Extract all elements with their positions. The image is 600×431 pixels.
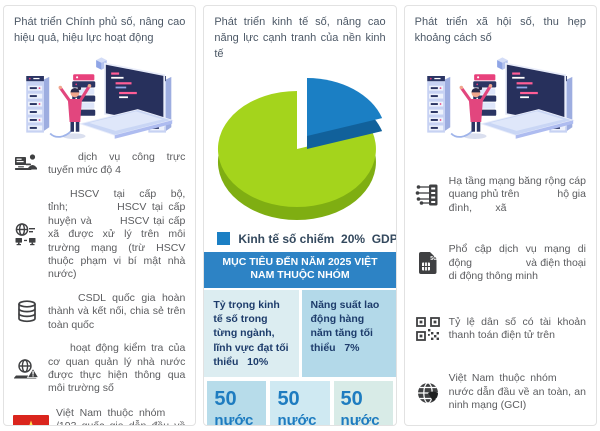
card-title-government: Phát triển Chính phủ số, nâng cao hiệu q…	[14, 16, 186, 44]
card-title-society: Phát triển xã hội số, thu hẹp khoảng các…	[414, 16, 586, 44]
rank-box-gii: 50 nước Dẫn đầu về đổi mới sáng tạo (GII…	[333, 380, 393, 426]
goal-boxes: Tỷ trọng kinh tế số trong từng ngành, lĩ…	[204, 290, 396, 377]
servers-laptop-illustration	[426, 57, 575, 139]
sim-5g-icon: 5G	[414, 250, 442, 276]
globe-network-icon	[13, 222, 41, 248]
pie-legend: Kinh tế số chiếm 20% GDP	[204, 231, 397, 246]
society-item-text: Phổ cập dịch vụ mạng di động và điện tho…	[448, 243, 586, 283]
fiber-optic-icon	[414, 182, 442, 208]
card-digital-government: Phát triển Chính phủ số, nâng cao hiệu q…	[3, 5, 197, 426]
card-digital-society: Phát triển xã hội số, thu hẹp khoảng các…	[403, 5, 597, 426]
laptop	[78, 62, 174, 139]
society-item-broadband: Hạ tầng mạng băng rộng cáp quang phủ trê…	[414, 175, 586, 215]
server-tower-left	[26, 75, 50, 133]
gov-item-text: Việt Nam thuộc nhóm /193 quốc gia dẫn đầ…	[56, 406, 185, 425]
pie-slice-rest-gdp	[217, 90, 376, 207]
database-icon	[13, 299, 41, 325]
vietnam-flag-icon	[13, 415, 49, 425]
person-figure	[49, 83, 92, 139]
rank-unit: nước	[340, 411, 380, 426]
servers-laptop-illustration	[26, 57, 174, 139]
audit-icon	[13, 356, 41, 382]
legend-swatch	[217, 232, 231, 246]
gov-item-text: CSDL quốc gia hoàn thành và kết nối, chi…	[48, 291, 186, 331]
society-item-epayment: Tỷ lệ dân số có tài khoản thanh toán điệ…	[414, 316, 586, 343]
society-item-mobile: 5G Phổ cập dịch vụ mạng di động và điện …	[414, 243, 586, 283]
card-title-economy: Phát triển kinh tế số, nâng cao năng lực…	[214, 16, 386, 60]
gov-item-hscv: HSCV tại cấp bộ, tỉnh; HSCV tại cấp huyệ…	[13, 188, 185, 282]
gov-item-online-services: dịch vụ công trực tuyến mức độ 4	[13, 151, 185, 178]
goal-banner: MỤC TIÊU ĐẾN NĂM 2025 VIỆT NAM THUỘC NHÓ…	[204, 251, 396, 289]
gov-item-csdl: CSDL quốc gia hoàn thành và kết nối, chi…	[13, 292, 185, 332]
rank-value: 50	[277, 387, 300, 410]
rank-box-idi: 50 nước Dẫn đầu về công nghệ thông tin (…	[207, 380, 267, 426]
goal-digital-economy-share: Tỷ trọng kinh tế số trong từng ngành, lĩ…	[204, 290, 299, 377]
gov-item-text: HSCV tại cấp bộ, tỉnh; HSCV tại cấp huyệ…	[48, 187, 186, 281]
society-item-text: Tỷ lệ dân số có tài khoản thanh toán điệ…	[448, 315, 586, 341]
gov-item-inspection: hoạt động kiểm tra của cơ quan quản lý n…	[13, 342, 185, 396]
rank-boxes: 50 nước Dẫn đầu về công nghệ thông tin (…	[207, 380, 393, 426]
svg-text:5G: 5G	[430, 256, 437, 262]
gov-item-text: dịch vụ công trực tuyến mức độ 4	[48, 150, 186, 177]
rank-unit: nước	[214, 411, 254, 426]
gov-item-text: hoạt động kiểm tra của cơ quan quản lý n…	[48, 342, 186, 395]
pie-slice-digital-economy	[306, 77, 383, 136]
rank-box-gci: 50 nước Dẫn đầu về chỉ số cạnh tranh (GC…	[270, 380, 330, 426]
rank-unit: nước	[277, 411, 317, 426]
online-service-icon	[13, 151, 41, 177]
rank-value: 50	[214, 387, 237, 410]
rank-value: 50	[340, 387, 363, 410]
goal-labor-productivity: Năng suất lao động hàng năm tăng tối thi…	[301, 290, 396, 377]
society-item-text: Việt Nam thuộc nhóm nước dẫn đầu về an t…	[448, 372, 586, 412]
card-digital-economy: Phát triển kinh tế số, nâng cao năng lực…	[203, 5, 397, 426]
qr-code-icon	[414, 316, 442, 342]
society-item-text: Hạ tầng mạng băng rộng cáp quang phủ trê…	[448, 174, 586, 214]
legend-label: Kinh tế số chiếm 20% GDP	[238, 231, 397, 246]
globe-icon	[414, 380, 442, 406]
society-item-cybersecurity: Việt Nam thuộc nhóm nước dẫn đầu về an t…	[414, 372, 586, 412]
gov-item-egdi: Việt Nam thuộc nhóm /193 quốc gia dẫn đầ…	[13, 406, 185, 425]
gdp-pie-chart	[204, 65, 395, 231]
